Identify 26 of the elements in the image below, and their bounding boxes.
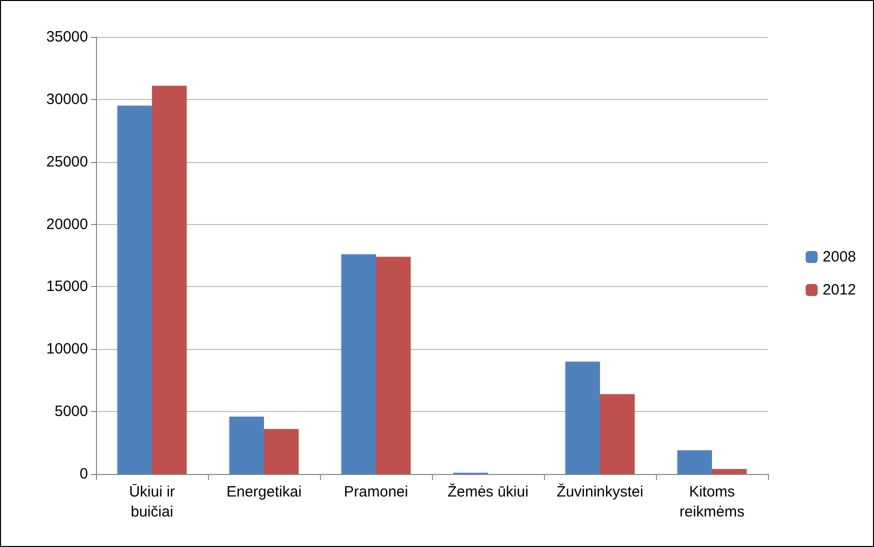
y-tick-label: 35000: [46, 28, 88, 46]
x-tick-label: Kitoms reikmėms: [679, 484, 745, 520]
bar: [677, 450, 712, 474]
y-tick-label: 5000: [54, 403, 88, 420]
bar: [712, 469, 747, 474]
x-tick-label: Žemės ūkiui: [448, 482, 528, 500]
y-tick-label: 30000: [46, 90, 88, 108]
x-tick-label: Žuvininkystei: [556, 482, 644, 500]
legend-label: 2012: [822, 282, 856, 298]
bar: [117, 106, 152, 474]
bar: [229, 416, 264, 474]
x-tick-label: Pramonei: [344, 484, 408, 500]
y-tick-label: 10000: [46, 340, 88, 358]
legend-label: 2008: [822, 248, 856, 266]
bar: [600, 394, 635, 474]
bar: [376, 256, 411, 474]
y-tick-label: 15000: [46, 278, 88, 296]
x-tick-label: Energetikai: [226, 484, 302, 500]
y-tick-label: 20000: [46, 216, 88, 233]
y-tick-label: 0: [80, 466, 88, 482]
bar: [341, 254, 376, 474]
x-tick-label: Ūkiui ir buičiai: [129, 484, 175, 520]
bar: [264, 429, 299, 474]
bar: [152, 86, 187, 474]
y-tick-label: 25000: [46, 153, 88, 170]
bar: [565, 362, 600, 474]
